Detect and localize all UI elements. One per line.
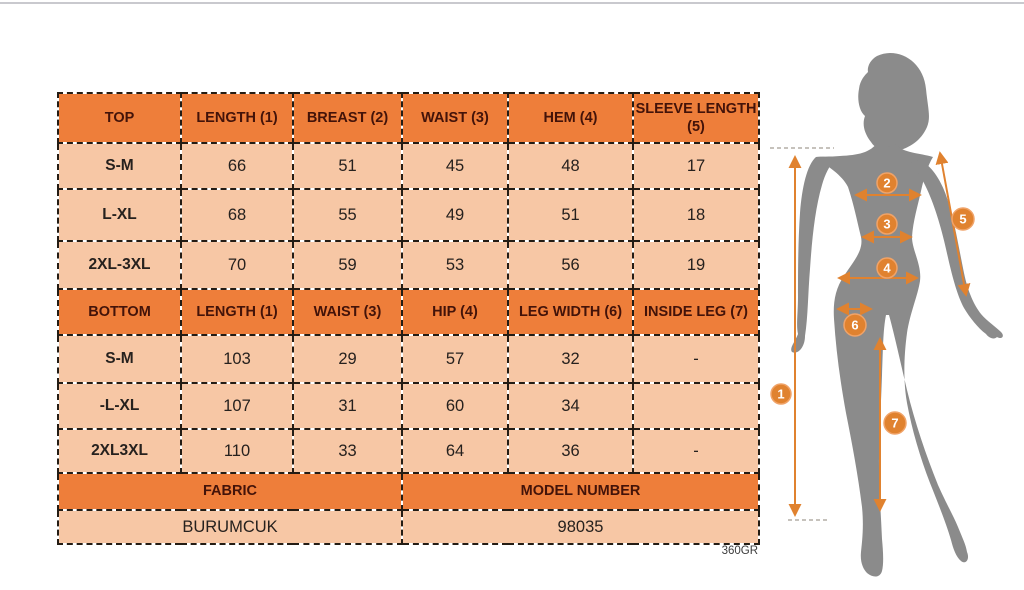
measure-marker-2: 2 (876, 172, 898, 194)
woman-silhouette-icon (791, 53, 1003, 577)
size-cell: S-M (57, 334, 182, 384)
value-cell: 29 (292, 334, 403, 384)
header-cell-sleeve-length: SLEEVE LENGTH (5) (632, 92, 760, 144)
measure-marker-4: 4 (876, 257, 898, 279)
size-cell: 2XL3XL (57, 428, 182, 474)
image-top-border (0, 2, 1024, 4)
bottom-header-row: BOTTOM LENGTH (1) WAIST (3) HIP (4) LEG … (57, 288, 760, 336)
value-cell: - (632, 428, 760, 474)
value-cell: 48 (507, 142, 634, 190)
svg-text:3: 3 (883, 217, 890, 232)
size-cell: -L-XL (57, 382, 182, 430)
size-cell: S-M (57, 142, 182, 190)
value-cell: 59 (292, 240, 403, 290)
value-cell: 18 (632, 188, 760, 242)
header-cell-waist: WAIST (3) (292, 288, 403, 336)
value-cell: 56 (507, 240, 634, 290)
weight-note: 360GR (721, 545, 758, 557)
header-cell-length: LENGTH (1) (180, 288, 294, 336)
header-cell-leg-width: LEG WIDTH (6) (507, 288, 634, 336)
header-cell-breast: BREAST (2) (292, 92, 403, 144)
table-row: S-M 103 29 57 32 - (57, 334, 760, 384)
value-cell: 70 (180, 240, 294, 290)
table-row: 2XL-3XL 70 59 53 56 19 (57, 240, 760, 290)
measure-marker-3: 3 (876, 213, 898, 235)
size-chart-table: TOP LENGTH (1) BREAST (2) WAIST (3) HEM … (57, 92, 760, 545)
value-cell: 68 (180, 188, 294, 242)
value-cell: 66 (180, 142, 294, 190)
fabric-value-cell: BURUMCUK (57, 509, 403, 545)
value-cell: 45 (401, 142, 509, 190)
info-header-row: FABRIC MODEL NUMBER (57, 472, 760, 511)
model-number-value-cell: 98035 (401, 509, 760, 545)
svg-text:6: 6 (851, 318, 858, 333)
measure-marker-5: 5 (951, 207, 975, 231)
table-row: L-XL 68 55 49 51 18 (57, 188, 760, 242)
header-cell-bottom: BOTTOM (57, 288, 182, 336)
value-cell: 51 (292, 142, 403, 190)
value-cell: 60 (401, 382, 509, 430)
header-cell-waist: WAIST (3) (401, 92, 509, 144)
value-cell: 36 (507, 428, 634, 474)
value-cell: 64 (401, 428, 509, 474)
measure-marker-1: 1 (770, 383, 792, 405)
measure-marker-6: 6 (843, 313, 867, 337)
value-cell: 19 (632, 240, 760, 290)
value-cell: 17 (632, 142, 760, 190)
size-cell: L-XL (57, 188, 182, 242)
svg-text:1: 1 (777, 387, 784, 402)
value-cell: 32 (507, 334, 634, 384)
value-cell: 107 (180, 382, 294, 430)
svg-text:5: 5 (959, 212, 966, 227)
header-cell-length: LENGTH (1) (180, 92, 294, 144)
table-row: S-M 66 51 45 48 17 (57, 142, 760, 190)
header-cell-top: TOP (57, 92, 182, 144)
value-cell: 103 (180, 334, 294, 384)
value-cell: 31 (292, 382, 403, 430)
header-cell-hip: HIP (4) (401, 288, 509, 336)
header-cell-inside-leg: INSIDE LEG (7) (632, 288, 760, 336)
value-cell: - (632, 334, 760, 384)
measure-marker-7: 7 (883, 411, 907, 435)
svg-text:4: 4 (883, 261, 891, 276)
measurement-figure: 1 2 3 4 5 6 7 (770, 53, 1003, 577)
value-cell: 57 (401, 334, 509, 384)
svg-text:7: 7 (891, 416, 898, 431)
value-cell: 55 (292, 188, 403, 242)
table-row: 2XL3XL 110 33 64 36 - (57, 428, 760, 474)
value-cell: 33 (292, 428, 403, 474)
value-cell: 49 (401, 188, 509, 242)
header-cell-hem: HEM (4) (507, 92, 634, 144)
table-row: -L-XL 107 31 60 34 (57, 382, 760, 430)
header-cell-fabric: FABRIC (57, 472, 403, 511)
top-header-row: TOP LENGTH (1) BREAST (2) WAIST (3) HEM … (57, 92, 760, 144)
value-cell (632, 382, 760, 430)
value-cell: 110 (180, 428, 294, 474)
value-cell: 53 (401, 240, 509, 290)
info-value-row: BURUMCUK 98035 (57, 509, 760, 545)
header-cell-model-number: MODEL NUMBER (401, 472, 760, 511)
size-cell: 2XL-3XL (57, 240, 182, 290)
value-cell: 34 (507, 382, 634, 430)
svg-text:2: 2 (883, 176, 890, 191)
value-cell: 51 (507, 188, 634, 242)
